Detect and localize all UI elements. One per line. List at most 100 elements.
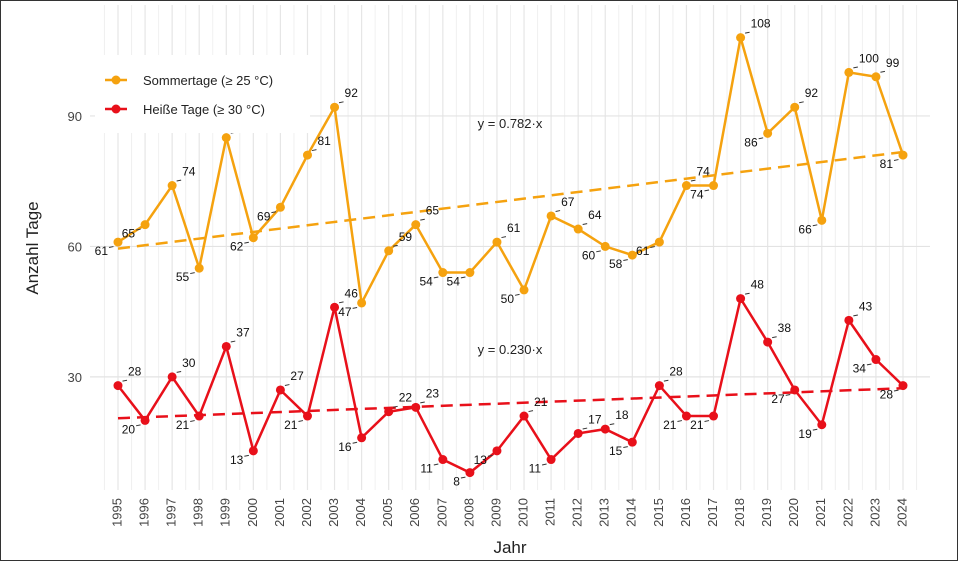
label-leader [528, 410, 534, 413]
x-tick-label: 2003 [326, 498, 341, 527]
value-label: 27 [290, 369, 304, 383]
value-label: 46 [345, 286, 359, 300]
point [681, 181, 691, 191]
x-tick-label: 1997 [164, 498, 179, 527]
value-label: 28 [880, 388, 894, 402]
value-label: 23 [426, 386, 440, 400]
value-label: 54 [447, 275, 461, 289]
point [573, 224, 583, 234]
point [736, 33, 746, 43]
point [519, 411, 529, 421]
value-label: 61 [507, 221, 521, 235]
point [113, 237, 123, 247]
value-label: 11 [420, 462, 433, 476]
point [330, 302, 340, 312]
value-label: 28 [669, 365, 683, 379]
label-leader [582, 223, 588, 226]
label-leader [704, 420, 710, 422]
point [275, 202, 285, 212]
value-label: 27 [771, 392, 785, 406]
value-label: 81 [880, 157, 894, 171]
label-leader [244, 454, 249, 457]
x-tick-label: 1998 [191, 498, 206, 527]
trend-line [117, 386, 904, 420]
point [573, 428, 583, 438]
point [600, 424, 610, 434]
label-leader [176, 179, 182, 182]
point [357, 298, 367, 308]
point [275, 385, 285, 395]
trend-label: y = 0.782·x [478, 116, 543, 131]
series-line [117, 37, 905, 308]
label-leader [311, 149, 317, 152]
x-axis-title: Jahr [493, 538, 526, 557]
point [302, 150, 312, 160]
value-label: 74 [182, 165, 196, 179]
x-tick-label: 2019 [759, 498, 774, 527]
point [384, 246, 394, 256]
point [709, 411, 719, 421]
label-leader [663, 379, 669, 382]
point [248, 233, 258, 243]
label-leader [623, 259, 628, 262]
label-leader [393, 405, 398, 408]
point [302, 411, 312, 421]
value-label: 50 [501, 292, 515, 306]
x-tick-label: 2008 [461, 498, 476, 527]
value-label: 21 [176, 418, 190, 432]
x-tick-label: 2014 [624, 498, 639, 527]
value-label: 86 [744, 135, 758, 149]
label-leader [122, 379, 128, 382]
point [492, 446, 502, 456]
label-leader [582, 427, 588, 430]
label-leader [623, 446, 628, 449]
value-label: 65 [122, 227, 136, 241]
point [709, 181, 719, 191]
value-label: 13 [474, 453, 488, 467]
label-leader [338, 301, 344, 304]
y-tick-label: 90 [68, 109, 82, 124]
x-tick-label: 1996 [137, 498, 152, 527]
label-leader [244, 241, 249, 244]
x-tick-label: 2012 [570, 498, 585, 527]
value-label: 21 [534, 395, 548, 409]
label-leader [433, 463, 439, 466]
point [871, 355, 881, 365]
y-tick-label: 30 [68, 370, 82, 385]
point [438, 268, 448, 278]
value-label: 18 [615, 408, 629, 422]
x-tick-label: 2021 [813, 498, 828, 527]
value-label: 66 [798, 222, 812, 236]
label-leader [785, 393, 791, 396]
x-tick-label: 2023 [867, 498, 882, 527]
value-label: 8 [453, 475, 460, 489]
value-label: 20 [122, 422, 136, 436]
value-label: 21 [284, 418, 298, 432]
label-leader [190, 420, 195, 422]
value-label: 108 [751, 17, 771, 31]
label-leader [812, 224, 818, 227]
value-label: 74 [696, 165, 710, 179]
point [519, 285, 529, 295]
value-label: 21 [690, 418, 704, 432]
value-label: 99 [886, 56, 900, 70]
point [817, 215, 827, 225]
x-tick-label: 2005 [380, 498, 395, 527]
value-label: 59 [399, 230, 413, 244]
label-leader [433, 276, 439, 279]
value-label: 61 [636, 244, 650, 258]
label-leader [893, 159, 899, 161]
point [654, 237, 664, 247]
value-label: 81 [317, 134, 331, 148]
label-leader [650, 246, 655, 248]
x-tick-label: 2018 [732, 498, 747, 527]
x-tick-label: 1999 [218, 498, 233, 527]
value-label: 47 [338, 305, 352, 319]
value-label: 37 [236, 325, 250, 339]
label-leader [542, 463, 547, 466]
label-leader [190, 272, 195, 275]
point [681, 411, 691, 421]
point [492, 237, 502, 247]
value-label: 69 [257, 209, 271, 223]
point [898, 381, 908, 391]
